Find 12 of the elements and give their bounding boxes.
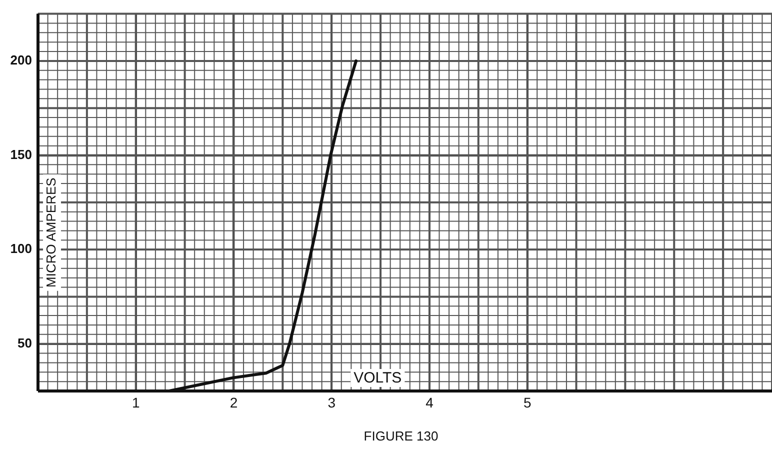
y-axis-title: MICRO AMPERES bbox=[44, 177, 59, 288]
y-tick-label: 200 bbox=[10, 52, 32, 68]
x-tick-label: 4 bbox=[426, 394, 434, 410]
x-tick-label: 5 bbox=[523, 394, 532, 410]
x-tick-label: 3 bbox=[328, 394, 336, 410]
y-tick-label: 100 bbox=[10, 241, 32, 256]
caption: FIGURE 130 bbox=[364, 428, 438, 444]
x-axis-title: VOLTS bbox=[354, 370, 402, 387]
y-tick-label: 150 bbox=[10, 146, 32, 162]
x-tick-label: 1 bbox=[132, 394, 140, 410]
y-tick-label: 50 bbox=[18, 335, 32, 350]
x-tick-label: 2 bbox=[230, 394, 238, 410]
